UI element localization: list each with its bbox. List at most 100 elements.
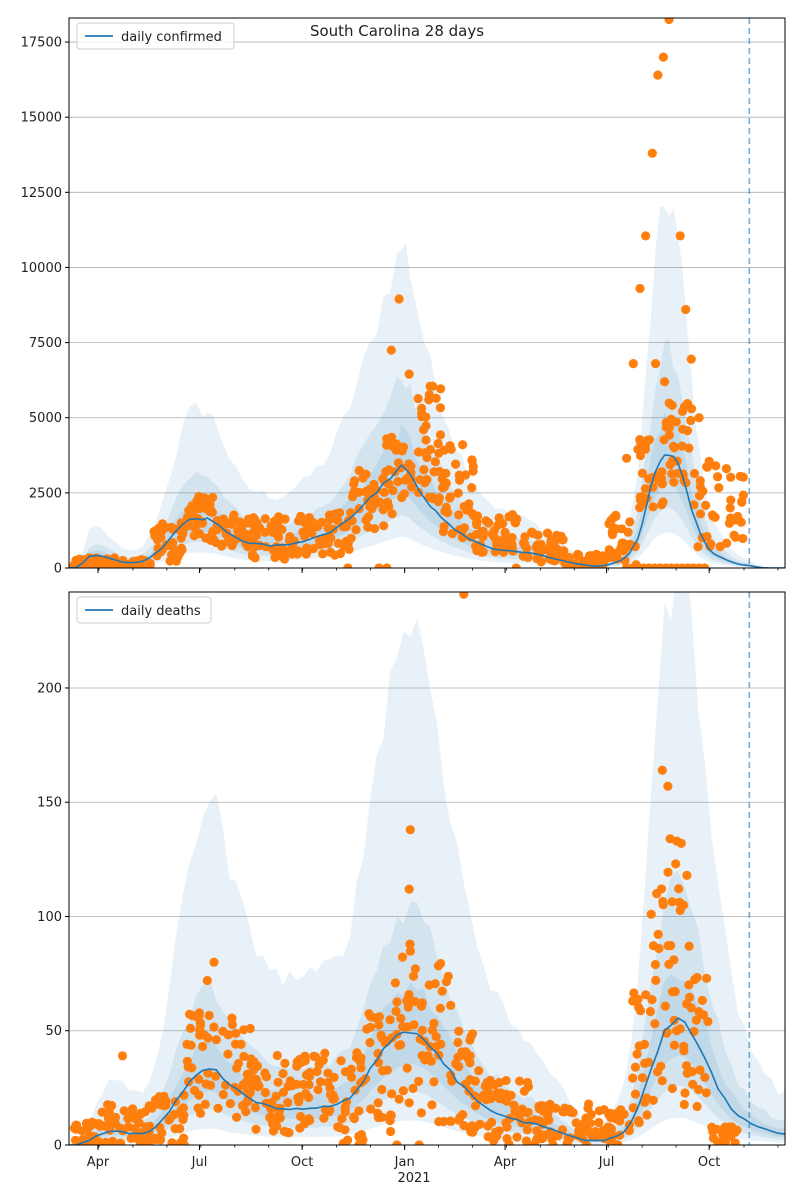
observed-point	[217, 541, 227, 551]
observed-point	[295, 1092, 305, 1102]
observed-point	[708, 1127, 718, 1137]
observed-point	[637, 1073, 648, 1083]
observed-point	[209, 535, 219, 545]
observed-point	[619, 539, 629, 549]
observed-point	[145, 1121, 155, 1131]
observed-point	[234, 517, 245, 527]
observed-point	[653, 70, 663, 80]
observed-point	[358, 473, 368, 483]
y-tick-label: 150	[37, 796, 62, 811]
observed-point	[420, 478, 430, 488]
observed-point	[232, 1063, 242, 1073]
observed-point	[271, 542, 281, 552]
observed-point	[298, 527, 308, 537]
observed-point	[413, 394, 423, 404]
observed-point	[647, 995, 657, 1005]
observed-point	[645, 1006, 656, 1017]
observed-point	[283, 1098, 293, 1108]
observed-point	[663, 781, 673, 791]
observed-point	[187, 1010, 197, 1021]
observed-point	[689, 468, 700, 479]
observed-point	[633, 444, 643, 454]
observed-point	[494, 513, 504, 523]
observed-point	[669, 477, 679, 487]
observed-point	[135, 1135, 145, 1145]
observed-point	[302, 548, 312, 558]
observed-point	[171, 556, 181, 566]
observed-point	[692, 972, 702, 983]
observed-point	[250, 1102, 260, 1113]
observed-point	[320, 1105, 330, 1115]
observed-point	[571, 1118, 581, 1128]
observed-point	[648, 502, 658, 512]
observed-point	[390, 978, 400, 988]
observed-point	[363, 522, 373, 532]
observed-point	[544, 1115, 554, 1125]
observed-point	[707, 510, 718, 520]
observed-point	[630, 1062, 641, 1072]
observed-point	[254, 1081, 264, 1091]
observed-point	[377, 1066, 388, 1076]
observed-point	[628, 1073, 638, 1083]
observed-point	[331, 509, 341, 519]
observed-point	[451, 459, 461, 469]
observed-point	[522, 1125, 532, 1135]
observed-point	[417, 1025, 427, 1035]
observed-point	[737, 496, 747, 507]
observed-point	[481, 1095, 491, 1105]
observed-point	[725, 503, 735, 513]
observed-point	[483, 518, 493, 528]
observed-point	[646, 909, 656, 919]
observed-point	[239, 528, 249, 538]
observed-point	[300, 1056, 310, 1066]
observed-point	[407, 482, 417, 492]
observed-point	[198, 1041, 208, 1052]
observed-point	[678, 900, 689, 910]
observed-point	[457, 527, 467, 537]
observed-point	[489, 1136, 499, 1145]
observed-point	[718, 1130, 728, 1140]
observed-point	[435, 403, 445, 413]
observed-point	[374, 563, 384, 568]
observed-point	[151, 1134, 161, 1144]
observed-point	[387, 1033, 397, 1043]
observed-point	[223, 1049, 233, 1059]
observed-point	[141, 563, 151, 568]
observed-point	[583, 1103, 593, 1113]
x-tick-label: Jul	[598, 1155, 615, 1170]
observed-point	[383, 497, 393, 507]
observed-point	[373, 1048, 383, 1059]
observed-point	[133, 563, 143, 568]
observed-point	[416, 1108, 426, 1118]
y-tick-label: 0	[54, 1139, 62, 1154]
observed-point	[689, 500, 699, 510]
observed-points	[69, 18, 749, 568]
y-tick-label: 50	[45, 1024, 62, 1039]
observed-point	[658, 896, 668, 907]
observed-point	[406, 461, 416, 471]
observed-point	[695, 509, 706, 519]
observed-point	[635, 492, 645, 502]
observed-point	[677, 441, 687, 451]
observed-point	[392, 997, 402, 1007]
observed-point	[684, 941, 694, 951]
observed-point	[404, 884, 414, 894]
observed-point	[679, 1046, 689, 1056]
observed-point	[553, 545, 563, 555]
observed-point	[415, 1034, 425, 1044]
observed-points	[69, 592, 742, 1145]
observed-point	[478, 529, 488, 539]
observed-point	[333, 516, 343, 526]
observed-point	[730, 1138, 740, 1145]
observed-point	[671, 859, 681, 869]
observed-point	[695, 1065, 705, 1075]
observed-point	[531, 542, 541, 553]
observed-point	[176, 543, 187, 553]
observed-point	[651, 975, 661, 986]
x-tick-label: Jan	[394, 1155, 415, 1170]
observed-point	[387, 1089, 397, 1099]
observed-point	[381, 467, 391, 477]
observed-point	[421, 435, 431, 445]
observed-point	[454, 510, 464, 520]
